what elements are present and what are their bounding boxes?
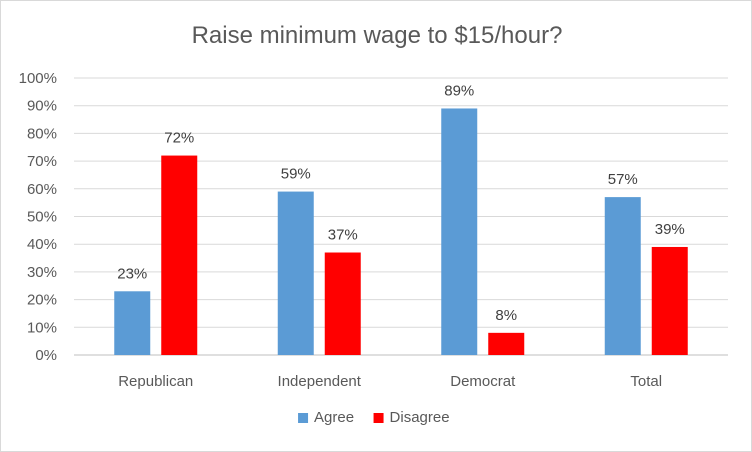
- legend-label-disagree: Disagree: [390, 409, 450, 426]
- data-label: 37%: [328, 227, 358, 244]
- data-label: 72%: [164, 130, 194, 147]
- y-tick-label: 30%: [27, 264, 57, 281]
- bar-agree-democrat: [441, 108, 478, 355]
- y-tick-label: 10%: [27, 319, 57, 336]
- legend: Agree Disagree: [298, 409, 450, 426]
- legend-swatch-disagree: [373, 413, 384, 423]
- data-label: 59%: [281, 166, 311, 183]
- y-tick-label: 80%: [27, 125, 57, 142]
- bars: [114, 108, 688, 355]
- category-label: Democrat: [450, 373, 516, 390]
- bar-agree-total: [604, 197, 641, 355]
- data-label: 39%: [655, 221, 685, 238]
- chart-title: Raise minimum wage to $15/hour?: [192, 22, 563, 49]
- category-label: Republican: [118, 373, 193, 390]
- data-label: 89%: [444, 82, 474, 99]
- y-axis-tick-labels: 0% 10% 20% 30% 40% 50% 60% 70% 80% 90% 100%: [19, 70, 57, 364]
- data-labels: 23% 72% 59% 37% 89% 8% 57% 39%: [117, 82, 685, 323]
- y-tick-label: 0%: [35, 347, 57, 364]
- y-tick-label: 50%: [27, 209, 57, 226]
- bar-disagree-total: [651, 246, 688, 355]
- data-label: 57%: [608, 171, 638, 188]
- bar-disagree-democrat: [488, 332, 525, 355]
- category-label: Independent: [278, 373, 362, 390]
- y-tick-label: 60%: [27, 181, 57, 198]
- x-axis-category-labels: Republican Independent Democrat Total: [118, 373, 662, 390]
- y-tick-label: 40%: [27, 236, 57, 253]
- y-tick-label: 100%: [19, 70, 57, 87]
- data-label: 23%: [117, 265, 147, 282]
- bar-disagree-independent: [324, 252, 361, 355]
- legend-swatch-agree: [298, 413, 309, 423]
- bar-agree-independent: [277, 191, 314, 355]
- bar-disagree-republican: [161, 155, 198, 355]
- y-tick-label: 70%: [27, 153, 57, 170]
- legend-label-agree: Agree: [314, 409, 354, 426]
- y-tick-label: 90%: [27, 98, 57, 115]
- category-label: Total: [630, 373, 662, 390]
- y-tick-label: 20%: [27, 292, 57, 309]
- data-label: 8%: [495, 307, 517, 324]
- bar-agree-republican: [114, 291, 151, 355]
